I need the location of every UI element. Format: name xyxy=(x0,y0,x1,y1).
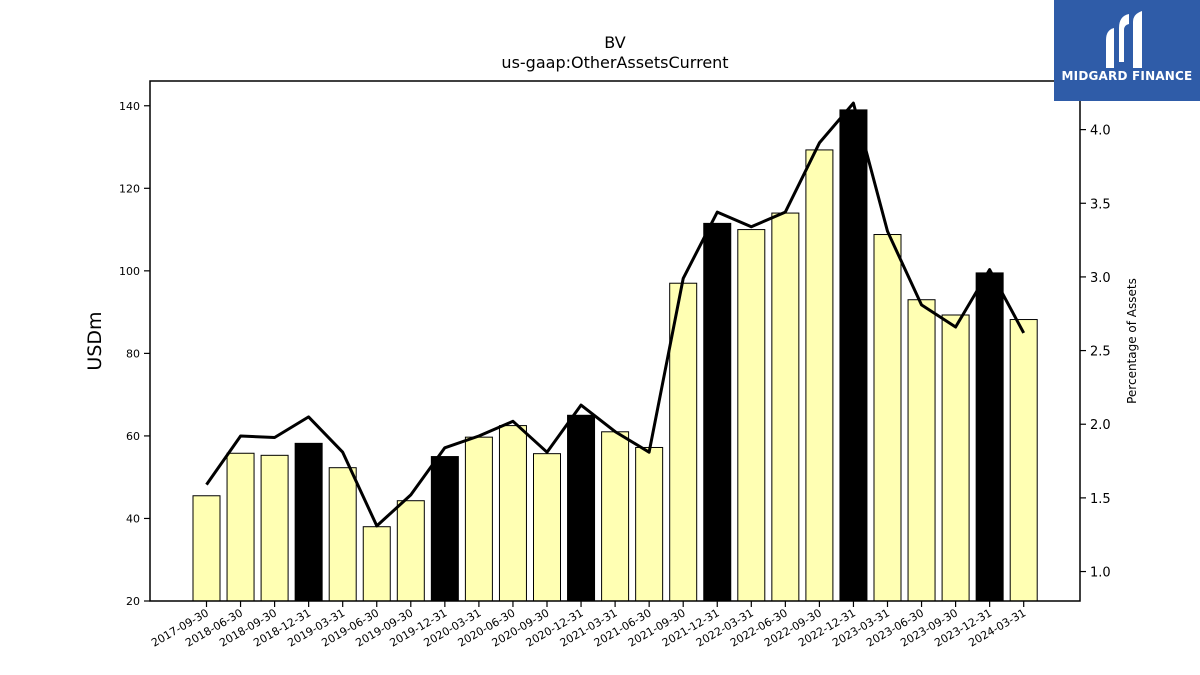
chart-subtitle: us-gaap:OtherAssetsCurrent xyxy=(501,53,728,72)
bar xyxy=(805,149,834,602)
bar xyxy=(464,436,493,602)
chart-title: BV xyxy=(604,33,625,52)
midgard-finance-logo: MIDGARD FINANCE xyxy=(1054,0,1200,101)
y-tick-label: 80 xyxy=(126,347,140,360)
bar xyxy=(907,299,936,602)
bar xyxy=(601,431,630,602)
y2-tick-label: 2.5 xyxy=(1090,345,1111,360)
percentage-line xyxy=(205,101,1026,528)
bar xyxy=(941,314,970,602)
y-tick-label: 100 xyxy=(119,265,140,278)
y2-tick-label: 1.0 xyxy=(1090,566,1111,581)
bar xyxy=(703,222,732,602)
bar xyxy=(839,109,868,602)
y-axis-label: USDm xyxy=(84,311,106,370)
y2-axis-label: Percentage of Assets xyxy=(1125,278,1139,404)
y2-tick-label: 3.0 xyxy=(1090,271,1111,286)
bar xyxy=(226,452,255,602)
bar xyxy=(737,229,766,602)
bar xyxy=(1009,319,1038,602)
bar xyxy=(260,454,289,602)
bar xyxy=(533,453,561,602)
bar xyxy=(771,212,800,602)
bar xyxy=(192,495,221,602)
bar xyxy=(873,234,902,602)
logo-text: MIDGARD FINANCE xyxy=(1061,69,1193,83)
y-tick-label: 120 xyxy=(119,182,140,195)
bar xyxy=(669,282,698,602)
y2-tick-label: 1.5 xyxy=(1090,492,1111,507)
y2-tick-label: 4.0 xyxy=(1090,124,1111,139)
bar xyxy=(567,414,596,602)
y-tick-label: 40 xyxy=(126,512,140,525)
y-tick-label: 20 xyxy=(126,595,140,608)
bar xyxy=(328,467,357,602)
bar xyxy=(294,442,323,602)
y2-tick-label: 2.0 xyxy=(1090,418,1111,433)
y-tick-label: 60 xyxy=(126,430,140,443)
y-tick-label: 140 xyxy=(119,100,140,113)
bar xyxy=(396,500,425,602)
y2-tick-label: 3.5 xyxy=(1090,197,1111,212)
bar xyxy=(975,272,1004,602)
bar xyxy=(498,425,527,602)
midgard-logo-icon xyxy=(1106,11,1142,68)
bar xyxy=(635,446,664,602)
bar xyxy=(362,526,391,602)
bar xyxy=(430,456,459,602)
